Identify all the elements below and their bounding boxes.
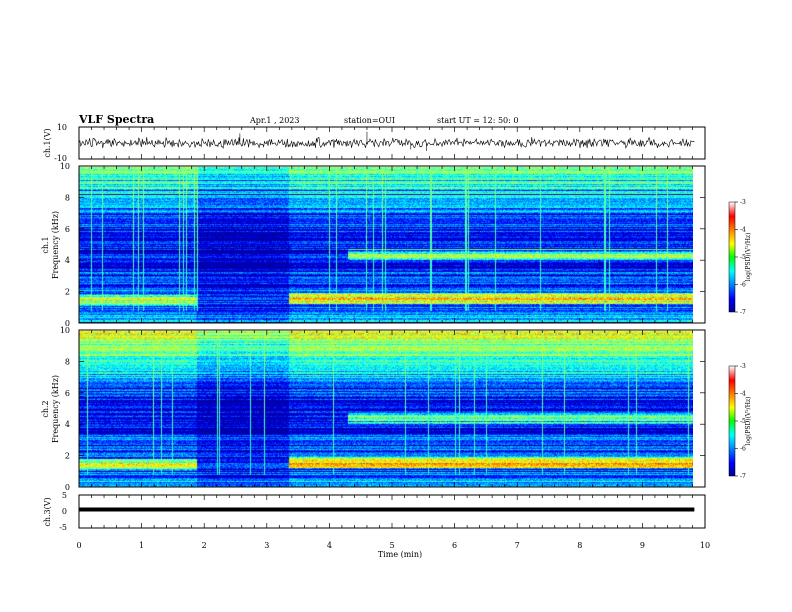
- ch1-ytick-max: 10: [57, 123, 67, 132]
- freq-tick-label: 2: [65, 452, 70, 461]
- ch3-ytick-zero: 0: [62, 507, 67, 516]
- ch1-spectrogram-yticks: 0 2 4 6 8 10: [60, 162, 705, 328]
- ch2-spectrogram-image: [79, 331, 693, 487]
- time-tick-label: 1: [139, 541, 144, 550]
- freq-tick-label: 4: [65, 420, 70, 429]
- ch1-colorbar-scale: [728, 201, 736, 313]
- freq-tick-label: 0: [65, 483, 70, 492]
- colorbar-tick-label: -5: [740, 418, 746, 425]
- time-tick-label: 7: [515, 541, 520, 550]
- ch2-colorbar: -3 -4 -5 -6 -7 log(PSD)(V²/Hz): [728, 363, 752, 480]
- ch1-colorbar: -3 -4 -5 -6 -7 log(PSD)(V²/Hz): [728, 199, 752, 316]
- colorbar-tick-label: -3: [740, 199, 746, 206]
- ch2-spectrogram-ylabel-frequency: Frequency (kHz): [51, 375, 60, 443]
- ch2-spectrogram-yticks: 0 2 4 6 8 10: [60, 326, 705, 492]
- colorbar-tick-label: -7: [740, 473, 746, 480]
- ch3-waveform-ylabel: ch.3(V): [43, 497, 52, 526]
- time-tick-label: 10: [700, 541, 710, 550]
- colorbar-tick-label: -3: [740, 363, 746, 370]
- start-time-label: start UT = 12: 50: 0: [437, 116, 518, 125]
- ch1-colorbar-label: log(PSD)(V²/Hz): [745, 233, 752, 282]
- colorbar-tick-label: -6: [740, 282, 746, 289]
- ch1-waveform-frame: [78, 126, 706, 160]
- ch2-spectrogram-panel: 0 2 4 6 8 10 ch.2 Frequency (kHz) -3 -4 -5 -6 -7 …: [41, 326, 752, 492]
- ch1-ytick-min: -10: [54, 154, 67, 163]
- colorbar-tick-label: -6: [740, 446, 746, 453]
- time-tick-label: 5: [389, 541, 394, 550]
- time-tick-label: 9: [640, 541, 645, 550]
- time-axis-ticklabels: 0 1 2 3 4 5 6 7 8 9 10: [76, 541, 710, 550]
- figure-title: VLF Spectra: [78, 113, 154, 126]
- time-tick-label: 8: [577, 541, 582, 550]
- freq-tick-label: 4: [65, 256, 70, 265]
- freq-tick-label: 8: [65, 193, 70, 202]
- time-axis-xlabel: Time (min): [378, 550, 422, 559]
- colorbar-tick-label: -4: [740, 227, 746, 234]
- ch2-colorbar-scale: [728, 365, 736, 477]
- ch1-waveform-panel: 10 -10 ch.1(V): [43, 123, 706, 163]
- ch3-waveform-panel: 5 0 -5 ch.3(V): [43, 491, 706, 532]
- time-tick-label: 3: [264, 541, 269, 550]
- colorbar-tick-label: -5: [740, 254, 746, 261]
- freq-tick-label: 8: [65, 357, 70, 366]
- date-label: Apr.1 , 2023: [249, 116, 299, 125]
- freq-tick-label: 0: [65, 319, 70, 328]
- time-tick-label: 4: [327, 541, 332, 550]
- freq-tick-label: 2: [65, 288, 70, 297]
- ch1-waveform-ylabel: ch.1(V): [43, 128, 52, 157]
- ch3-ytick-min: -5: [59, 523, 67, 532]
- ch2-colorbar-label: log(PSD)(V²/Hz): [745, 397, 752, 446]
- ch1-spectrogram-ylabel-frequency: Frequency (kHz): [51, 211, 60, 279]
- freq-tick-label: 10: [60, 162, 70, 171]
- ch2-spectrogram-ylabel-channel: ch.2: [41, 400, 50, 417]
- freq-tick-label: 6: [65, 389, 70, 398]
- ch3-ytick-max: 5: [62, 491, 67, 500]
- time-tick-label: 6: [452, 541, 457, 550]
- freq-tick-label: 6: [65, 225, 70, 234]
- ch1-waveform-trace: [78, 131, 695, 151]
- ch1-spectrogram-image: [79, 167, 693, 323]
- ch1-spectrogram-panel: 0 2 4 6 8 10 ch.1 Frequency (kHz) -3 -4 -5 -6 -7 …: [41, 162, 752, 328]
- station-label: station=OUI: [344, 116, 395, 125]
- colorbar-tick-label: -7: [740, 309, 746, 316]
- colorbar-tick-label: -4: [740, 391, 746, 398]
- ch1-spectrogram-ylabel-channel: ch.1: [41, 236, 50, 253]
- time-tick-label: 0: [76, 541, 81, 550]
- time-tick-label: 2: [202, 541, 207, 550]
- freq-tick-label: 10: [60, 326, 70, 335]
